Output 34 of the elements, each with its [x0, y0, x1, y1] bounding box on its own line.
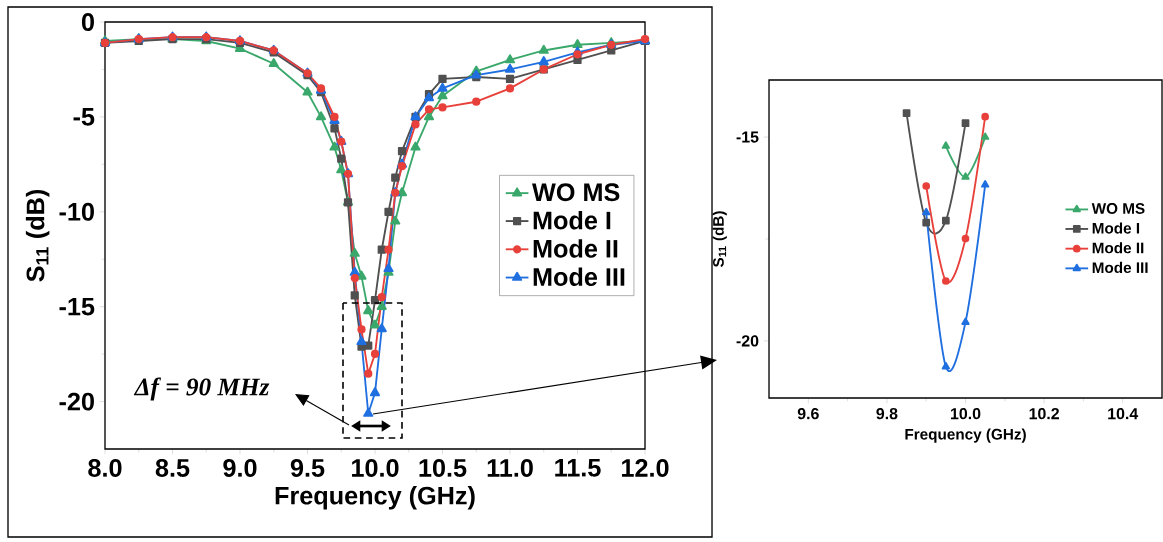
x-tick-label: 9.5	[290, 459, 325, 477]
x-tick-label: 9.8	[876, 408, 898, 420]
x-axis-title: Frequency (GHz)	[905, 428, 1026, 443]
x-tick-label: 9.6	[797, 408, 819, 420]
y-tick-label: -15	[59, 297, 95, 316]
x-axis-title: Frequency (GHz)	[275, 486, 475, 510]
legend-label: WO MS	[532, 183, 620, 202]
legend-label: WO MS	[1091, 203, 1145, 214]
x-tick-label: 12.0	[622, 459, 669, 477]
legend-label: Mode II	[1092, 242, 1144, 254]
x-tick-label: 8.0	[88, 459, 122, 477]
x-tick-label: 10.4	[1108, 408, 1139, 420]
y-tick-label: -10	[59, 202, 94, 221]
legend-label: Mode III	[533, 267, 625, 286]
y-tick-label: 0	[81, 13, 94, 31]
x-tick-label: 9.0	[223, 459, 257, 477]
x-tick-label: 10.2	[1029, 408, 1059, 420]
legend-label: Mode II	[533, 239, 618, 258]
y-tick-label: -5	[73, 108, 95, 126]
y-axis-title: S$_{11}$ (dB)	[712, 211, 727, 268]
y-tick-label: -20	[59, 392, 94, 411]
x-tick-label: 10.0	[352, 459, 399, 477]
y-tick-label: -15	[736, 131, 759, 143]
x-tick-label: 10.5	[419, 459, 467, 477]
y-tick-label: -20	[736, 335, 759, 347]
legend-label: Mode I	[1092, 222, 1140, 234]
legend-label: Mode I	[533, 210, 611, 230]
annotation: Δf = 90 MHz	[133, 377, 270, 401]
x-tick-label: 11.0	[487, 459, 533, 477]
legend-label: Mode III	[1092, 261, 1148, 274]
y-axis-title: S$_{11}$ (dB)	[25, 189, 50, 282]
x-tick-label: 10.0	[951, 408, 981, 420]
x-tick-label: 8.5	[155, 459, 190, 477]
x-tick-label: 11.5	[555, 459, 601, 477]
